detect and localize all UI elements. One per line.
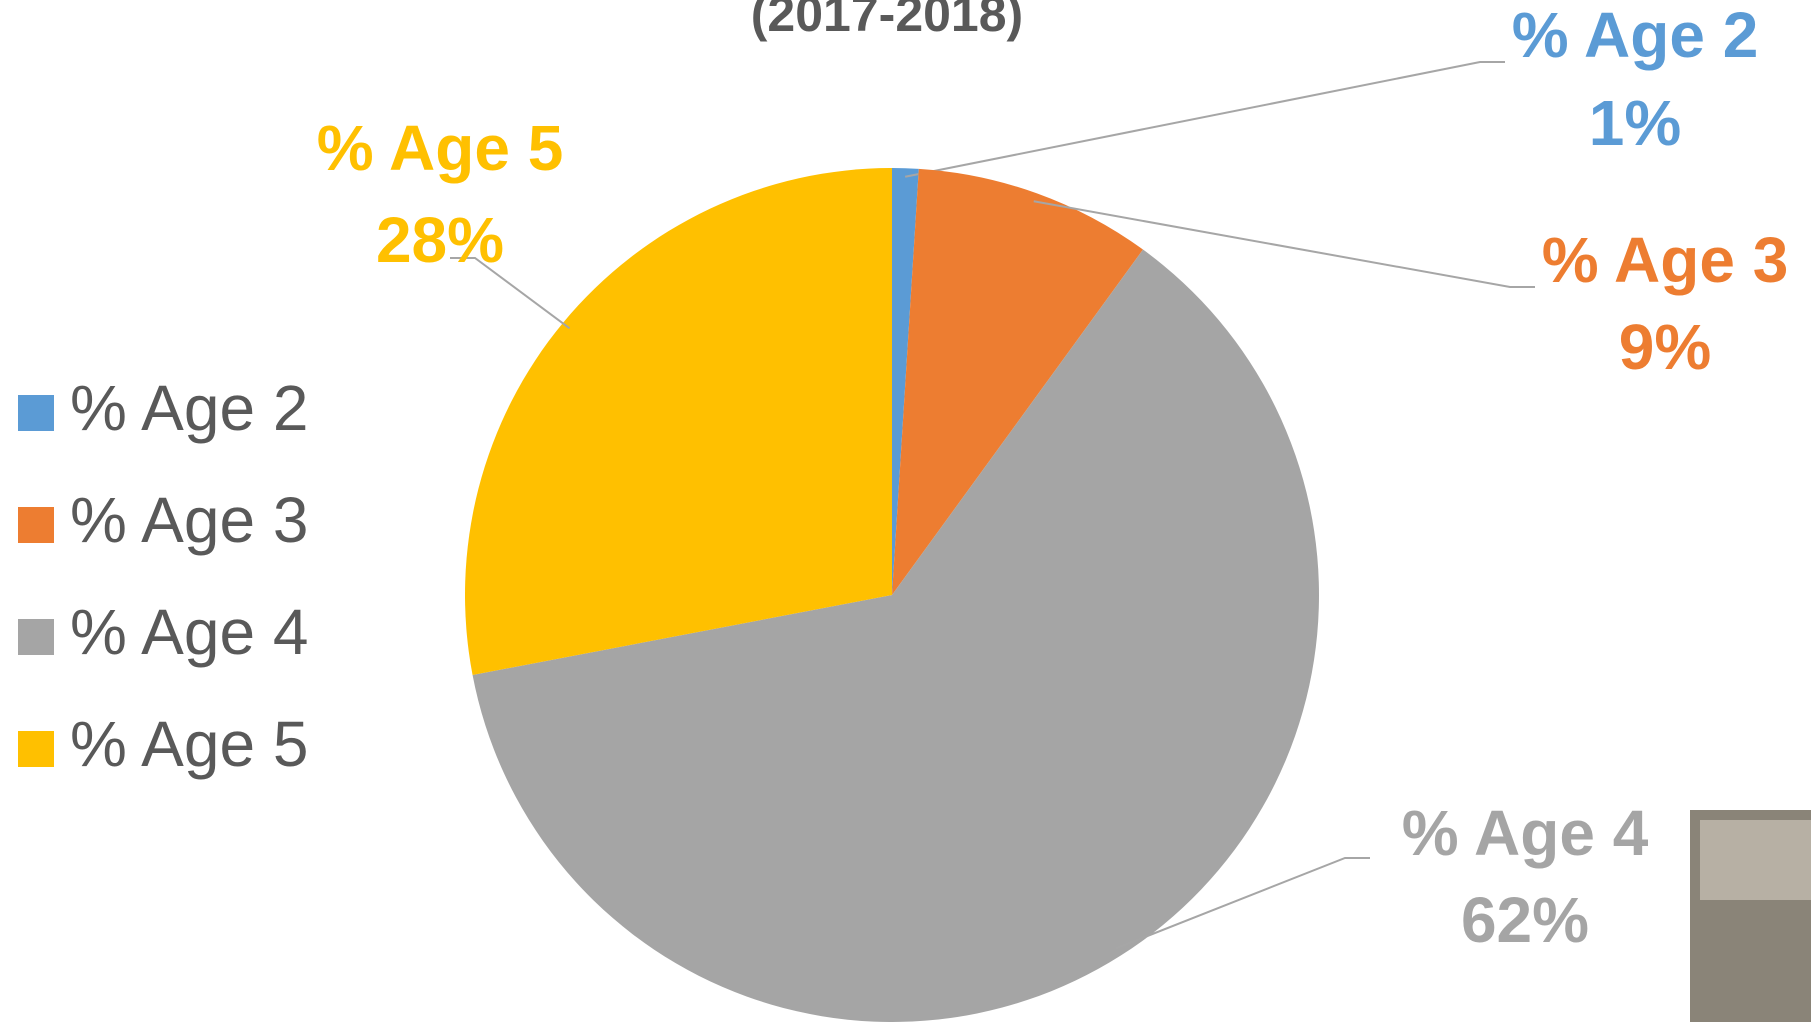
legend-swatch	[18, 619, 54, 655]
pie-slice	[472, 249, 1319, 1022]
data-label-name: % Age 3	[1542, 224, 1789, 296]
legend-label: % Age 5	[70, 708, 308, 780]
pie-slice	[892, 168, 919, 595]
leader-line	[1033, 200, 1535, 288]
legend-swatch	[18, 395, 54, 431]
legend-swatch	[18, 731, 54, 767]
leader-line	[1115, 857, 1370, 950]
data-label-name: % Age 2	[1512, 0, 1759, 71]
legend-label: % Age 3	[70, 484, 308, 556]
data-label-value: 1%	[1589, 87, 1682, 159]
data-label-value: 62%	[1461, 884, 1589, 956]
data-label-name: % Age 4	[1402, 797, 1649, 869]
data-label-value: 28%	[376, 204, 504, 276]
pie-slice	[892, 168, 1143, 595]
leader-line	[450, 257, 571, 330]
data-label-name: % Age 5	[317, 112, 564, 184]
data-label-value: 9%	[1619, 311, 1712, 383]
pie-slice	[464, 168, 892, 676]
leader-line	[904, 61, 1505, 178]
chart-title: (2017-2018)	[751, 0, 1023, 42]
photo-detail	[1700, 820, 1811, 900]
legend-label: % Age 4	[70, 596, 308, 668]
legend-swatch	[18, 507, 54, 543]
legend-label: % Age 2	[70, 372, 308, 444]
